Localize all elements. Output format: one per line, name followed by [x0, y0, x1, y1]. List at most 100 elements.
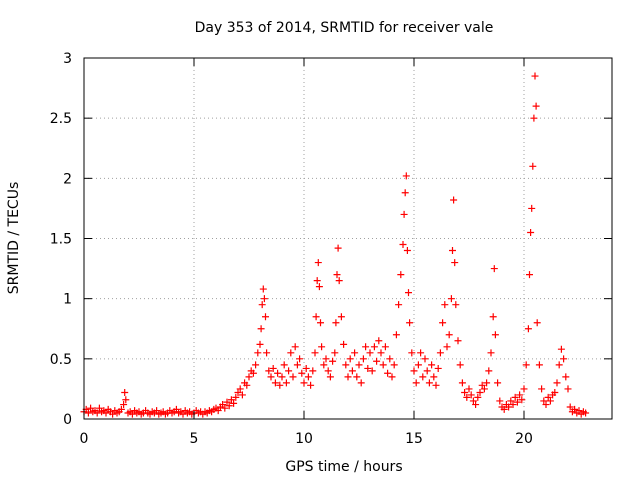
data-point	[364, 364, 372, 372]
data-point	[102, 409, 110, 417]
data-point	[230, 399, 238, 407]
data-point	[516, 391, 524, 399]
data-point	[555, 361, 563, 369]
data-point	[546, 397, 554, 405]
data-point	[238, 391, 246, 399]
data-point	[401, 189, 409, 197]
data-point	[402, 172, 410, 180]
data-point	[582, 409, 590, 417]
data-point	[531, 72, 539, 80]
data-point	[260, 295, 268, 303]
data-point	[450, 196, 458, 204]
data-point	[245, 373, 253, 381]
data-point	[271, 379, 279, 387]
data-point	[439, 319, 447, 327]
data-point	[542, 401, 550, 409]
data-point	[324, 367, 332, 375]
data-point	[463, 393, 471, 401]
data-point	[368, 367, 376, 375]
data-point	[421, 355, 429, 363]
data-point	[500, 405, 508, 413]
data-point	[496, 397, 504, 405]
data-point	[370, 343, 378, 351]
data-point	[346, 355, 354, 363]
data-point	[359, 355, 367, 363]
data-point	[342, 361, 350, 369]
data-point	[469, 397, 477, 405]
data-point	[252, 361, 260, 369]
data-point	[408, 349, 416, 357]
data-point	[456, 361, 464, 369]
data-point	[465, 385, 473, 393]
data-point	[443, 343, 451, 351]
data-point	[414, 361, 422, 369]
data-point	[322, 355, 330, 363]
data-point	[274, 369, 282, 377]
data-point	[410, 367, 418, 375]
data-point	[381, 343, 389, 351]
data-point	[412, 379, 420, 387]
data-point	[447, 295, 455, 303]
y-tick-label: 3	[63, 51, 72, 67]
data-point	[302, 364, 310, 372]
data-point	[518, 396, 526, 404]
data-point	[326, 373, 334, 381]
data-point	[262, 313, 269, 321]
data-point	[227, 396, 235, 404]
data-point	[528, 204, 536, 212]
data-point	[480, 385, 488, 393]
data-point	[120, 401, 128, 409]
data-point	[257, 325, 265, 333]
tick-label-layer: 0 0.5 1 1.5 2 2.5 3 0 5 10 15 20	[50, 51, 533, 447]
y-tick-label: 0	[63, 412, 72, 428]
data-point	[509, 401, 517, 409]
data-point	[527, 228, 535, 236]
data-point	[524, 325, 532, 333]
data-point	[454, 337, 462, 345]
data-point	[353, 373, 361, 381]
data-point	[291, 343, 299, 351]
data-point	[505, 403, 513, 411]
data-point	[388, 373, 396, 381]
y-tick-label: 2	[63, 171, 72, 187]
data-point	[478, 381, 486, 389]
data-point	[451, 259, 459, 267]
data-point	[564, 385, 572, 393]
data-point	[397, 271, 405, 279]
data-point	[304, 373, 312, 381]
data-point	[278, 373, 286, 381]
data-point	[532, 102, 540, 110]
y-tick-label: 1	[63, 292, 72, 308]
data-point	[445, 331, 453, 339]
x-axis-label: GPS time / hours	[285, 459, 402, 475]
data-point	[513, 398, 521, 406]
data-point	[553, 379, 561, 387]
data-point	[485, 367, 493, 375]
data-point	[526, 271, 533, 279]
data-point	[332, 319, 340, 327]
data-point	[432, 381, 440, 389]
data-point	[491, 331, 499, 339]
data-point	[400, 210, 408, 218]
data-point	[298, 369, 306, 377]
data-point	[313, 277, 321, 285]
data-point	[419, 373, 427, 381]
data-point	[249, 369, 257, 377]
data-point	[560, 355, 568, 363]
data-point	[366, 349, 374, 357]
data-point	[87, 404, 95, 412]
data-point	[386, 355, 394, 363]
data-point	[452, 301, 460, 309]
data-point	[399, 241, 407, 249]
data-point	[333, 271, 341, 279]
data-point	[390, 361, 398, 369]
data-point	[214, 407, 222, 415]
data-point	[259, 285, 267, 293]
data-point	[571, 405, 579, 413]
data-point	[357, 379, 365, 387]
data-point	[530, 114, 538, 122]
data-point	[449, 247, 456, 255]
data-point	[300, 379, 308, 387]
data-point	[234, 389, 242, 397]
data-point	[375, 337, 383, 345]
